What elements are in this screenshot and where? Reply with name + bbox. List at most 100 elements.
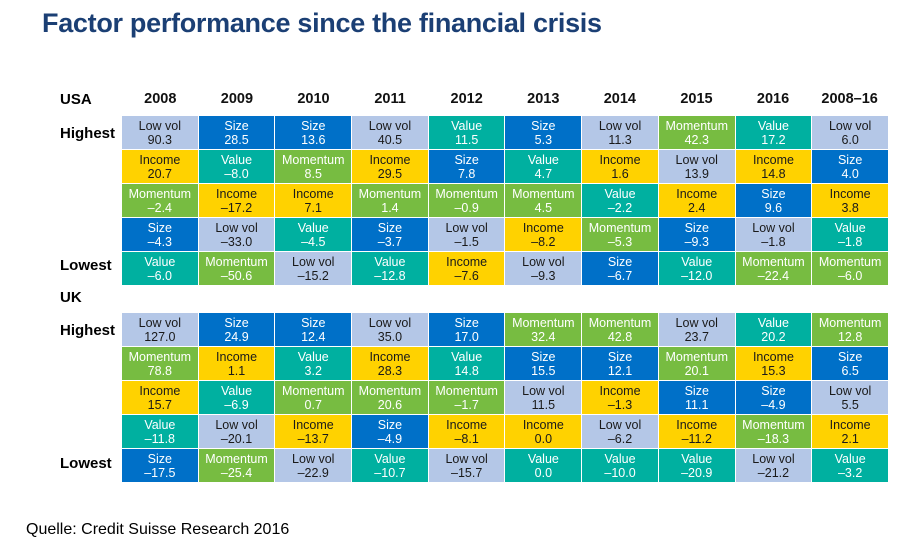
factor-name: Momentum <box>435 186 498 201</box>
factor-name: Momentum <box>742 254 805 269</box>
factor-name: Low vol <box>292 451 335 466</box>
factor-cell: Income 1.1 <box>198 347 275 380</box>
factor-cell: Income 2.4 <box>658 184 735 217</box>
factor-cell: Value 14.8 <box>428 347 505 380</box>
factor-return: 11.5 <box>454 132 479 147</box>
column-header: 2008 <box>144 91 177 107</box>
factor-cell: Momentum 1.4 <box>352 184 428 217</box>
factor-return: –1.8 <box>761 234 786 249</box>
factor-return: 13.6 <box>301 132 326 147</box>
factor-cell: Income –8.1 <box>428 415 505 448</box>
factor-cell: Income 0.0 <box>505 415 582 448</box>
factor-name: Value <box>144 254 176 269</box>
factor-name: Value <box>374 451 406 466</box>
column-headers: 2008 2009 2010 2011 2012 2013 2014 2015 2016 2008… <box>122 91 888 107</box>
factor-return: 11.3 <box>608 132 632 147</box>
factor-name: Value <box>297 349 329 364</box>
row-label-lowest: Lowest <box>60 257 112 274</box>
factor-name: Value <box>834 220 866 235</box>
factor-cell: Low vol 6.0 <box>812 116 888 149</box>
factor-cell: Income 3.8 <box>812 184 888 217</box>
factor-return: 0.7 <box>304 397 322 412</box>
factor-name: Income <box>216 349 258 364</box>
factor-return: 4.5 <box>534 200 553 215</box>
factor-name: Value <box>681 254 713 269</box>
factor-name: Value <box>374 254 406 269</box>
factor-name: Value <box>527 451 559 466</box>
factor-name: Momentum <box>281 152 345 167</box>
factor-cell: Income 14.8 <box>735 150 812 183</box>
factor-name: Momentum <box>818 315 882 330</box>
factor-return: –1.7 <box>454 397 479 412</box>
factor-return: 11.1 <box>685 397 709 412</box>
factor-return: –21.2 <box>757 465 790 480</box>
factor-cell: Size 12.4 <box>275 313 352 346</box>
factor-name: Momentum <box>205 254 268 269</box>
factor-return: –6.2 <box>607 431 633 446</box>
factor-cell: Income 28.3 <box>352 347 428 380</box>
column-header: 2009 <box>220 91 254 107</box>
factor-cell: Low vol –33.0 <box>198 218 275 251</box>
column-header: 2012 <box>450 91 483 107</box>
factor-name: Size <box>224 118 249 133</box>
factor-name: Size <box>607 254 633 269</box>
factor-name: Value <box>451 349 483 364</box>
factor-cell: Momentum –2.4 <box>122 184 198 217</box>
factor-return: 2.4 <box>688 200 706 215</box>
factor-return: 42.8 <box>607 329 633 344</box>
factor-cell: Momentum –18.3 <box>735 415 812 448</box>
factor-cell: Size –4.3 <box>122 218 198 251</box>
factor-name: Low vol <box>598 118 642 133</box>
uk-factor-table: Low vol 127.0 Size 24.9 Size 12.4 Low vol 35.0 S… <box>122 313 888 482</box>
factor-return: –17.2 <box>220 200 253 215</box>
column-header: 2016 <box>756 91 790 107</box>
factor-cell: Momentum 32.4 <box>505 313 582 346</box>
factor-name: Income <box>752 152 794 167</box>
factor-return: 20.7 <box>147 166 173 181</box>
factor-name: Low vol <box>445 220 488 235</box>
factor-cell: Income –7.6 <box>428 252 505 285</box>
factor-cell: Momentum –25.4 <box>198 449 275 482</box>
factor-cell: Value –11.8 <box>122 415 198 448</box>
factor-name: Size <box>377 220 403 235</box>
factor-name: Value <box>221 383 253 398</box>
row-label-highest: Highest <box>60 322 116 339</box>
factor-name: Income <box>676 417 718 432</box>
factor-cell: Income 15.7 <box>122 381 198 414</box>
factor-name: Income <box>292 186 334 201</box>
factor-cell: Value 4.7 <box>505 150 582 183</box>
factor-name: Income <box>522 220 564 235</box>
factor-return: –11.2 <box>681 431 712 446</box>
factor-cell: Low vol 127.0 <box>122 313 198 346</box>
factor-name: Income <box>599 383 641 398</box>
factor-return: –6.0 <box>837 268 863 283</box>
factor-name: Momentum <box>665 118 728 133</box>
factor-cell: Momentum –6.0 <box>812 252 888 285</box>
factor-return: –2.4 <box>147 200 173 215</box>
factor-return: –9.3 <box>684 234 709 249</box>
factor-cell: Income –1.3 <box>582 381 658 414</box>
factor-cell: Size 5.3 <box>505 116 582 149</box>
factor-name: Momentum <box>588 315 652 330</box>
factor-name: Size <box>607 349 633 364</box>
factor-name: Size <box>837 152 863 167</box>
factor-return: 14.8 <box>454 363 479 378</box>
factor-return: 78.8 <box>147 363 173 378</box>
factor-return: 3.8 <box>841 200 859 215</box>
factor-cell: Value –4.5 <box>275 218 352 251</box>
factor-cell: Low vol 90.3 <box>122 116 198 149</box>
factor-cell: Income 29.5 <box>352 150 428 183</box>
factor-return: 90.3 <box>147 132 173 147</box>
factor-name: Low vol <box>752 220 795 235</box>
factor-name: Size <box>301 118 326 133</box>
factor-return: –10.7 <box>374 465 406 480</box>
factor-name: Income <box>829 417 871 432</box>
factor-cell: Low vol 23.7 <box>658 313 735 346</box>
factor-return: –9.3 <box>531 268 556 283</box>
factor-return: –22.4 <box>757 268 790 283</box>
factor-return: –7.6 <box>454 268 479 283</box>
factor-cell: Income 20.7 <box>122 150 198 183</box>
factor-name: Size <box>531 118 556 133</box>
factor-return: –6.9 <box>224 397 249 412</box>
factor-name: Size <box>454 152 479 167</box>
